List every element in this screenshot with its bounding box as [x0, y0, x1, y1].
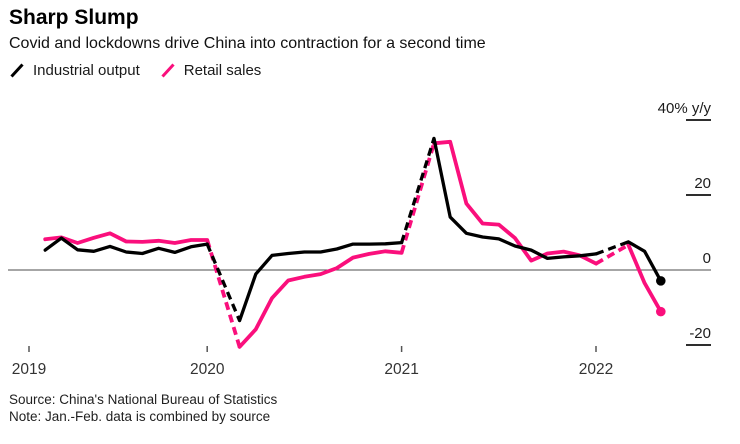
x-axis-label: 2020: [190, 361, 225, 378]
x-axis-label: 2022: [579, 361, 613, 378]
series-line-retail-sales: [43, 231, 210, 245]
y-axis-label: 0: [703, 250, 711, 267]
series-line-retail-sales-dashed: [399, 142, 436, 254]
chart-footer: Source: China's National Bureau of Stati…: [9, 391, 277, 425]
series-line-retail-sales-dashed: [595, 243, 630, 266]
series-line-industrial-output-dashed: [205, 243, 242, 322]
series-line-retail-sales: [237, 249, 404, 349]
legend-item-industrial-output: Industrial output: [9, 62, 140, 79]
series-line-industrial-output: [626, 240, 663, 283]
series-line-retail-sales: [432, 139, 598, 266]
legend-item-retail-sales: Retail sales: [160, 62, 262, 79]
legend-label-industrial-output: Industrial output: [33, 62, 140, 79]
y-axis-label: 20: [694, 175, 711, 192]
black-slash-icon: [10, 63, 24, 78]
y-axis-label: -20: [689, 325, 711, 342]
series-line-industrial-output: [432, 136, 598, 261]
series-line-retail-sales: [626, 243, 663, 314]
y-axis-label: 40% y/y: [658, 100, 712, 117]
x-axis-label: 2019: [12, 361, 46, 378]
legend-label-retail-sales: Retail sales: [183, 62, 262, 79]
x-axis-label: 2021: [384, 361, 418, 378]
series-line-industrial-output-dashed: [400, 137, 436, 244]
pink-slash-icon: [161, 63, 175, 78]
end-dot-retail-sales: [656, 306, 666, 317]
series-line-industrial-output-dashed: [595, 240, 629, 256]
chart-subtitle: Covid and lockdowns drive China into con…: [9, 35, 486, 52]
note-text: Note: Jan.-Feb. data is combined by sour…: [9, 409, 271, 424]
source-text: Source: China's National Bureau of Stati…: [9, 392, 278, 407]
series-line-retail-sales-dashed: [205, 239, 242, 348]
series-line-industrial-output: [43, 236, 209, 256]
end-dot-industrial-output: [656, 276, 666, 286]
series-line-industrial-output: [237, 240, 404, 323]
chart-title: Sharp Slump: [9, 6, 139, 29]
chart-legend: Industrial output Retail sales: [9, 62, 730, 79]
